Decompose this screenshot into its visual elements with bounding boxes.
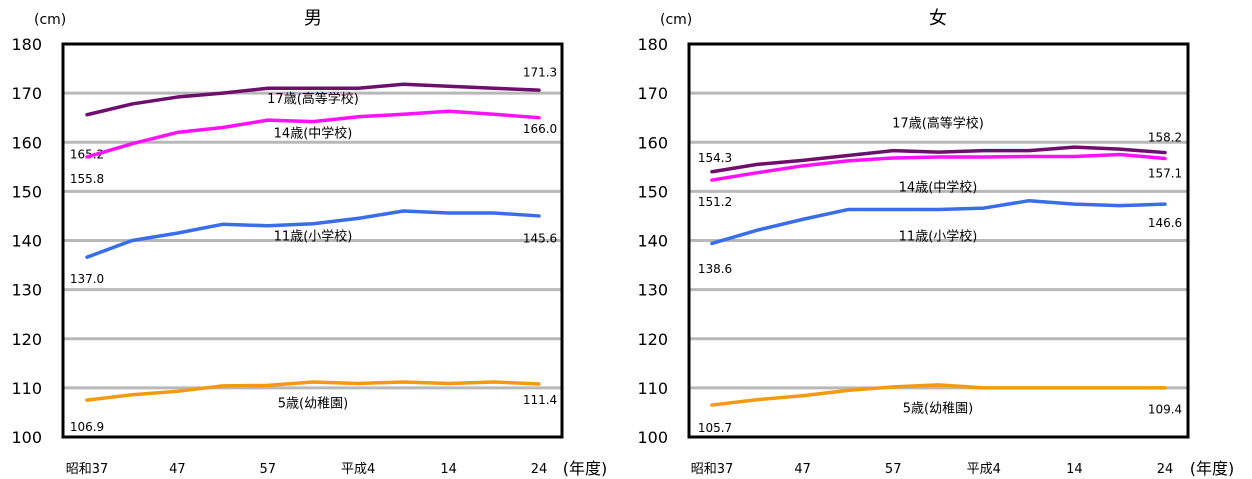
y-tick-label: 150 (637, 182, 668, 201)
start-data-label: 151.2 (698, 195, 732, 209)
end-data-label: 171.3 (523, 65, 557, 79)
y-tick-label: 110 (11, 379, 42, 398)
series-name-label: 14歳(中学校) (274, 125, 353, 141)
x-tick-label: 14 (1066, 462, 1083, 477)
series-line-2 (85, 209, 541, 259)
y-tick-label: 120 (11, 330, 42, 349)
series-line-3 (85, 380, 541, 402)
x-tick-label: 57 (885, 462, 902, 477)
start-data-label: 106.9 (70, 420, 104, 434)
start-data-label: 138.6 (698, 262, 732, 276)
series-name-label: 11歳(小学校) (274, 229, 353, 245)
end-data-label: 109.4 (1148, 402, 1182, 416)
y-tick-label: 160 (11, 133, 42, 152)
y-tick-label: 140 (637, 232, 668, 251)
y-axis-label: (cm) (660, 12, 692, 28)
x-tick-label: 平成4 (967, 462, 1001, 477)
series-name-label: 11歳(小学校) (899, 229, 978, 245)
plot-frame (687, 42, 1190, 439)
x-tick-label: 昭和37 (66, 462, 109, 477)
series-line-1 (710, 152, 1167, 182)
x-axis-unit: (年度) (1190, 459, 1235, 478)
series-name-label: 5歳(幼稚園) (278, 397, 348, 412)
x-tick-label: 47 (794, 462, 811, 477)
end-data-label: 158.2 (1148, 130, 1182, 144)
y-tick-label: 100 (11, 428, 42, 447)
series-line-1 (85, 109, 541, 159)
chart-title: 男 (304, 8, 322, 29)
series-name-label: 17歳(高等学校) (892, 116, 984, 132)
x-tick-label: 24 (1157, 462, 1174, 477)
y-tick-label: 110 (637, 379, 668, 398)
y-tick-label: 100 (637, 428, 668, 447)
series-name-label: 14歳(中学校) (899, 179, 978, 195)
start-data-label: 137.0 (70, 272, 104, 286)
end-data-label: 146.6 (1148, 216, 1182, 230)
y-tick-label: 160 (637, 133, 668, 152)
plot-frame (61, 42, 564, 439)
y-tick-label: 180 (637, 35, 668, 54)
start-data-label: 105.7 (698, 421, 732, 435)
end-data-label: 145.6 (523, 232, 557, 246)
y-tick-label: 130 (11, 281, 42, 300)
x-tick-label: 47 (169, 462, 186, 477)
series-line-0 (85, 82, 541, 117)
series-line-2 (710, 198, 1167, 246)
y-axis-label: (cm) (34, 12, 66, 28)
x-tick-label: 平成4 (341, 462, 375, 477)
x-tick-label: 昭和37 (691, 462, 734, 477)
x-tick-label: 24 (531, 462, 548, 477)
series-line-3 (710, 383, 1167, 407)
start-data-label: 155.8 (70, 172, 104, 186)
series-name-label: 17歳(高等学校) (267, 91, 359, 107)
x-tick-label: 14 (440, 462, 457, 477)
end-data-label: 166.0 (523, 122, 557, 136)
x-tick-label: 57 (260, 462, 277, 477)
y-tick-label: 150 (11, 182, 42, 201)
start-data-label: 154.3 (698, 151, 732, 165)
y-tick-label: 170 (11, 84, 42, 103)
y-tick-label: 120 (637, 330, 668, 349)
end-data-label: 111.4 (523, 393, 557, 407)
series-line-0 (710, 145, 1167, 174)
y-tick-label: 140 (11, 232, 42, 251)
chart-title: 女 (929, 8, 947, 29)
x-axis-unit: (年度) (563, 459, 608, 478)
y-tick-label: 180 (11, 35, 42, 54)
y-tick-label: 170 (637, 84, 668, 103)
end-data-label: 157.1 (1148, 167, 1182, 181)
y-tick-label: 130 (637, 281, 668, 300)
series-name-label: 5歳(幼稚園) (903, 401, 973, 416)
start-data-label: 165.2 (70, 148, 104, 162)
